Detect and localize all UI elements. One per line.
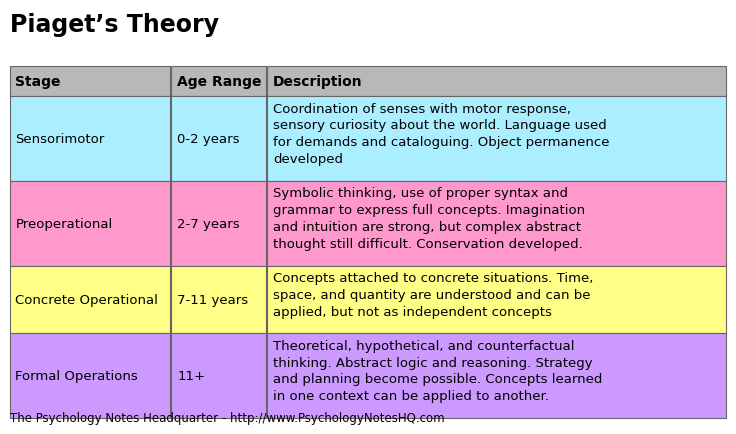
Bar xyxy=(267,266,726,333)
Bar xyxy=(10,333,170,418)
Bar xyxy=(171,266,266,333)
Bar xyxy=(267,67,726,97)
Text: Sensorimotor: Sensorimotor xyxy=(15,133,105,145)
Text: Symbolic thinking, use of proper syntax and
grammar to express full concepts. Im: Symbolic thinking, use of proper syntax … xyxy=(273,187,585,250)
Text: The Psychology Notes Headquarter - http://www.PsychologyNotesHQ.com: The Psychology Notes Headquarter - http:… xyxy=(10,411,445,424)
Bar xyxy=(10,181,170,266)
Text: Description: Description xyxy=(273,75,363,89)
Bar xyxy=(171,67,266,97)
Bar xyxy=(267,181,726,266)
Text: Preoperational: Preoperational xyxy=(15,217,113,230)
Text: Theoretical, hypothetical, and counterfactual
thinking. Abstract logic and reaso: Theoretical, hypothetical, and counterfa… xyxy=(273,339,603,402)
Text: Concepts attached to concrete situations. Time,
space, and quantity are understo: Concepts attached to concrete situations… xyxy=(273,272,593,318)
Text: Piaget’s Theory: Piaget’s Theory xyxy=(10,13,219,37)
Text: Formal Operations: Formal Operations xyxy=(15,369,138,382)
Bar xyxy=(10,266,170,333)
Text: Concrete Operational: Concrete Operational xyxy=(15,293,158,306)
Text: Stage: Stage xyxy=(15,75,61,89)
Bar xyxy=(267,333,726,418)
Bar xyxy=(10,67,170,97)
Text: Coordination of senses with motor response,
sensory curiosity about the world. L: Coordination of senses with motor respon… xyxy=(273,102,609,166)
Text: 0-2 years: 0-2 years xyxy=(177,133,240,145)
Text: 7-11 years: 7-11 years xyxy=(177,293,249,306)
Bar xyxy=(10,97,170,181)
Bar xyxy=(171,181,266,266)
Bar xyxy=(171,97,266,181)
Bar xyxy=(171,333,266,418)
Text: 2-7 years: 2-7 years xyxy=(177,217,240,230)
Bar xyxy=(267,97,726,181)
Text: 11+: 11+ xyxy=(177,369,205,382)
Text: Age Range: Age Range xyxy=(177,75,262,89)
